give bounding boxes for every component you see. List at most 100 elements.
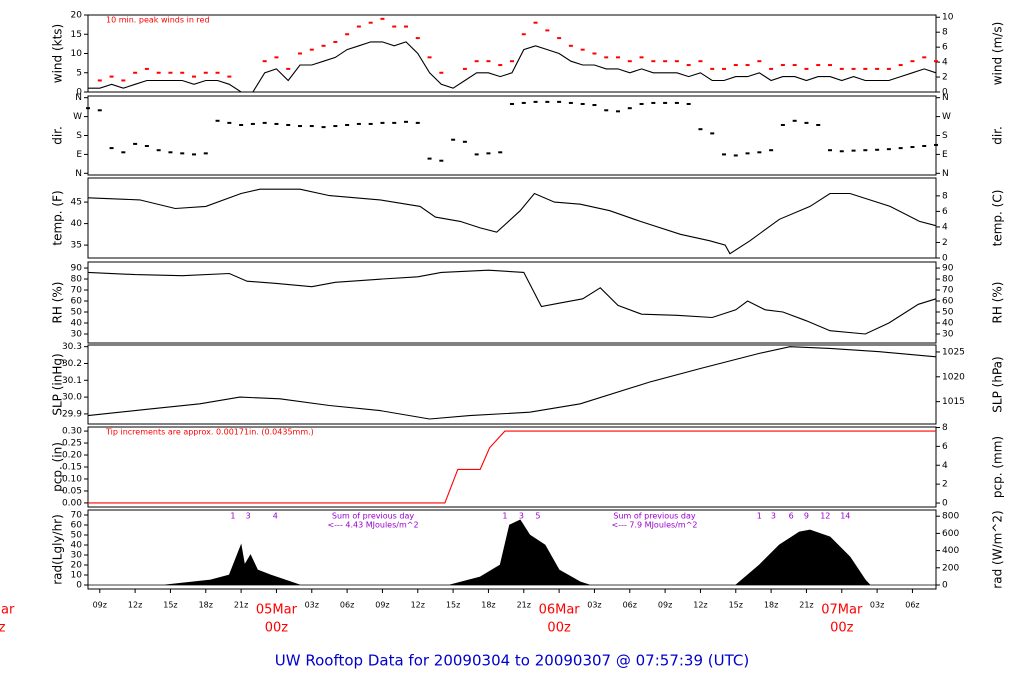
point	[922, 145, 927, 148]
y2-tick-label: N	[942, 169, 949, 179]
point	[250, 122, 255, 125]
point	[439, 159, 444, 162]
point	[816, 123, 821, 126]
y2-axis-label: SLP (hPa)	[991, 356, 1005, 412]
date-label: 04Mar	[0, 603, 15, 618]
y2-tick-label: 800	[942, 512, 959, 522]
point	[227, 121, 232, 124]
point	[898, 64, 903, 67]
y-tick-label: 15	[71, 30, 82, 40]
hour-mark: 9	[804, 512, 809, 521]
line	[88, 41, 937, 93]
y-tick-label: 60	[71, 521, 83, 531]
hour-mark: 12	[820, 512, 830, 521]
y-tick-label: 30	[71, 329, 83, 339]
point	[109, 75, 114, 78]
line	[87, 346, 937, 420]
x-tick-label: 06z	[905, 601, 919, 610]
date-time-label: 00z	[830, 621, 854, 636]
point	[922, 56, 927, 59]
point	[910, 60, 915, 63]
point	[686, 102, 691, 105]
y-tick-label: 50	[71, 308, 83, 318]
point	[780, 64, 785, 67]
point	[886, 148, 891, 151]
y-tick-label: 40	[71, 219, 83, 229]
point	[533, 21, 538, 24]
point	[722, 67, 726, 70]
point	[274, 122, 279, 125]
panel-frame	[87, 509, 937, 590]
point	[180, 152, 185, 155]
y-tick-label: E	[76, 150, 82, 160]
y-tick-label: 10	[71, 571, 83, 581]
line	[88, 430, 936, 504]
point	[592, 52, 597, 55]
point	[404, 25, 408, 28]
x-tick-label: 21z	[517, 601, 531, 610]
point	[792, 119, 797, 122]
y-tick-label: 30.0	[62, 393, 82, 403]
point	[180, 71, 185, 74]
point	[545, 100, 550, 103]
x-tick-label: 18z	[199, 601, 213, 610]
note: Sum of previous day	[332, 512, 414, 521]
point	[745, 64, 750, 67]
point	[910, 146, 915, 149]
point	[804, 121, 809, 124]
point	[498, 64, 503, 67]
y-axis-label: dir.	[51, 126, 65, 145]
point	[533, 100, 538, 103]
point	[616, 110, 620, 113]
x-tick-label: 18z	[481, 601, 495, 610]
y-tick-label: W	[73, 112, 82, 122]
point	[863, 149, 868, 152]
y2-tick-label: 2	[942, 238, 948, 248]
y-tick-label: 0.15	[62, 463, 82, 473]
y-tick-label: 30.3	[62, 342, 82, 352]
point	[863, 67, 868, 70]
point	[639, 102, 644, 105]
point	[828, 149, 832, 152]
y-axis-label: wind (kts)	[51, 24, 65, 83]
y-tick-label: 60	[71, 297, 83, 307]
hour-mark: 1	[757, 512, 762, 521]
y-tick-label: 30.1	[62, 376, 82, 386]
hour-mark: 1	[230, 512, 235, 521]
y2-axis-label: rad (W/m^2)	[991, 510, 1005, 588]
point	[639, 56, 644, 59]
y-tick-label: 0.30	[62, 427, 82, 437]
point	[133, 142, 138, 145]
point	[886, 67, 891, 70]
y-tick-label: 29.9	[62, 409, 82, 419]
point	[592, 104, 597, 107]
point	[674, 101, 679, 104]
y-tick-label: N	[75, 169, 82, 179]
x-tick-label: 15z	[729, 601, 743, 610]
point	[557, 100, 562, 103]
point	[298, 125, 302, 128]
point	[663, 101, 668, 104]
point	[286, 123, 291, 126]
point	[462, 67, 467, 70]
point	[97, 109, 102, 112]
y-tick-label: 50	[71, 531, 83, 541]
point	[745, 152, 750, 155]
y-tick-label: 90	[71, 264, 83, 274]
point	[816, 64, 821, 67]
point	[192, 75, 196, 78]
point	[804, 67, 809, 70]
y-tick-label: 45	[71, 198, 82, 208]
y-tick-label: 40	[71, 541, 83, 551]
point	[439, 71, 444, 74]
point	[521, 33, 526, 36]
y-tick-label: 0.00	[62, 498, 82, 508]
point	[698, 128, 703, 131]
point	[168, 151, 173, 154]
point	[192, 153, 196, 156]
point	[215, 119, 220, 122]
point	[203, 152, 208, 155]
y-tick-label: 0	[76, 581, 82, 591]
point	[733, 154, 738, 157]
point	[722, 153, 726, 156]
